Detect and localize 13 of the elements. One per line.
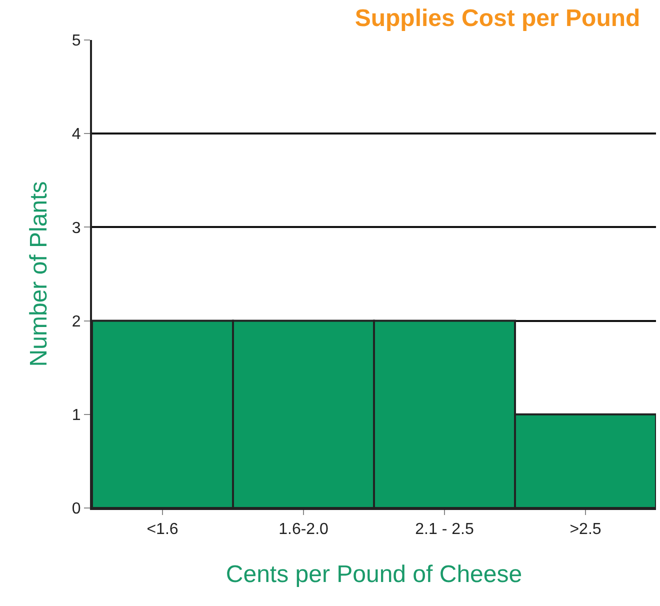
y-tick-label: 0 (72, 500, 81, 518)
x-tick-label: 2.1 - 2.5 (415, 521, 474, 538)
x-tick-label: 1.6-2.0 (278, 521, 329, 538)
y-tick-label: 2 (72, 313, 81, 330)
y-tick-label: 1 (72, 407, 81, 424)
y-axis-title: Number of Plants (25, 181, 52, 367)
x-tick-label: <1.6 (146, 521, 178, 538)
x-tick-label: >2.5 (570, 521, 602, 538)
y-tick-label: 5 (72, 32, 81, 50)
y-tick-label: 3 (72, 220, 81, 237)
y-tick-label: 4 (72, 126, 81, 144)
chart-title: Supplies Cost per Pound (354, 4, 640, 32)
x-axis-title: Cents per Pound of Cheese (226, 561, 522, 588)
